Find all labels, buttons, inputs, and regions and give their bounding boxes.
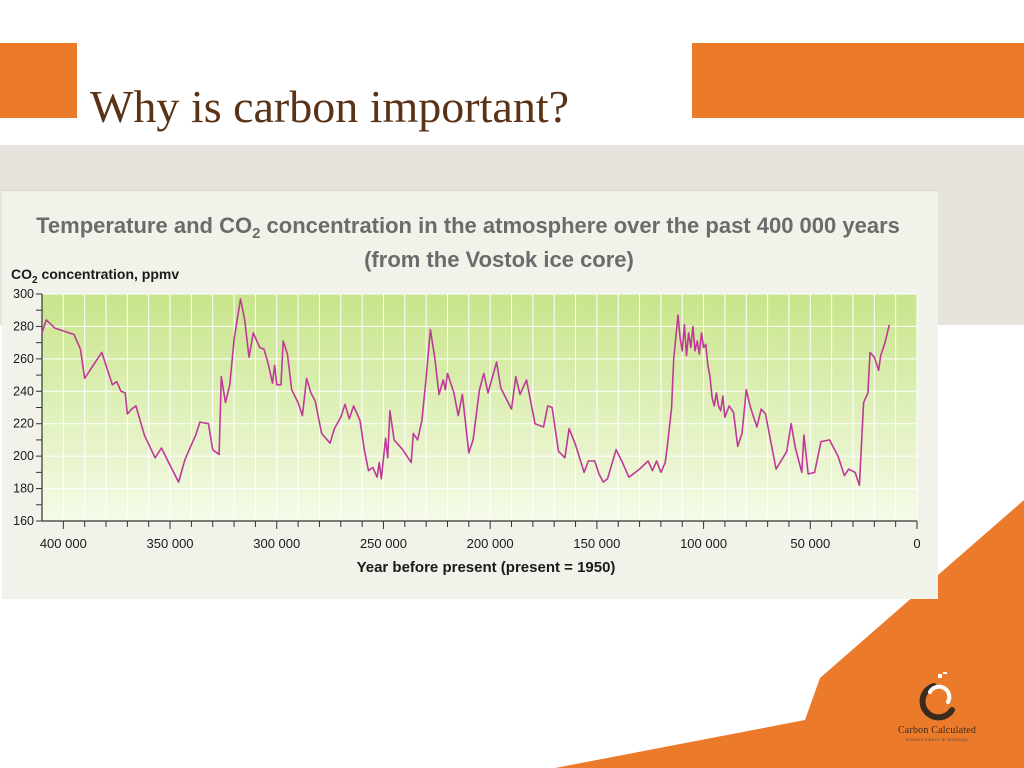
x-tick-label: 400 000 [40, 536, 87, 551]
x-axis-label: Year before present (present = 1950) [357, 559, 616, 576]
y-tick-label: 160 [13, 514, 34, 528]
y-tick-label: 240 [13, 384, 34, 398]
y-tick-label: 200 [13, 449, 34, 463]
plot-area [42, 294, 917, 521]
y-tick-label: 280 [13, 319, 34, 333]
y-tick-label: 260 [13, 352, 34, 366]
x-tick-label: 0 [913, 536, 920, 551]
x-tick-label: 300 000 [253, 536, 300, 551]
accent-band-right [692, 43, 1024, 118]
chart-subtitle: (from the Vostok ice core) [364, 247, 634, 272]
chart-panel: Temperature and CO2 concentration in the… [2, 190, 938, 599]
tick-labels: 400 000 350 000 300 000 250 000 200 000 150 0… [13, 287, 920, 551]
y-tick-label: 300 [13, 287, 34, 301]
co2-chart: Temperature and CO2 concentration in the… [2, 191, 938, 599]
y-tick-label: 220 [13, 417, 34, 431]
y-tick-label: 180 [13, 482, 34, 496]
carbon-calculated-logo-icon [919, 672, 955, 721]
accent-band-left [0, 43, 77, 118]
series-layer [41, 298, 891, 487]
x-tick-label: 50 000 [790, 536, 830, 551]
x-tick-label: 250 000 [360, 536, 407, 551]
x-tick-label: 150 000 [573, 536, 620, 551]
y-axis-label: CO2 concentration, ppmv [11, 266, 179, 286]
x-tick-label: 350 000 [147, 536, 194, 551]
slide-title: Why is carbon important? [90, 81, 570, 132]
logo-tagline: measurement & strategy [905, 737, 969, 742]
chart-title: Temperature and CO2 concentration in the… [36, 213, 900, 242]
co2-series-line [41, 298, 891, 487]
x-tick-label: 100 000 [680, 536, 727, 551]
x-tick-label: 200 000 [467, 536, 514, 551]
logo-name: Carbon Calculated [897, 725, 977, 736]
